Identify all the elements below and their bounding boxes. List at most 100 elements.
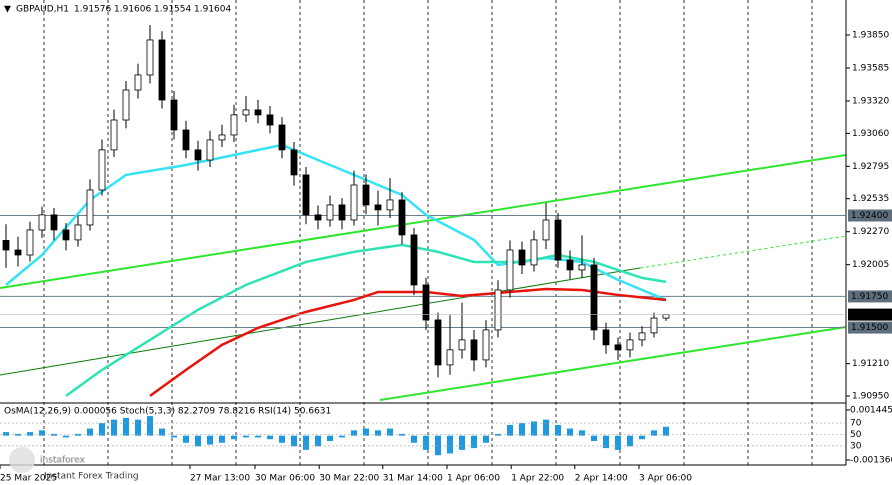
candle-body: [146, 39, 154, 76]
candle-body: [50, 214, 58, 231]
osma-bar: [351, 430, 357, 436]
header-low: 1.91554: [154, 5, 191, 15]
candle-body: [518, 249, 526, 266]
osma-bar: [483, 435, 489, 443]
osma-bar: [411, 435, 417, 443]
candle-body: [386, 199, 394, 211]
header-close: 1.91604: [194, 5, 231, 15]
candle-body: [458, 339, 466, 351]
osma-bar: [579, 430, 585, 436]
candle-body: [350, 184, 358, 221]
candle-body: [74, 224, 82, 241]
candle-body: [638, 332, 646, 341]
candle-body: [254, 109, 262, 116]
osma-bar: [231, 435, 237, 440]
osma-bar: [171, 435, 177, 438]
level-box: [848, 209, 892, 222]
header: GBPAUD,H1 1.91576 1.91606 1.91554 1.9160…: [16, 5, 231, 15]
osma-bar: [279, 435, 285, 443]
candle-body: [398, 199, 406, 236]
candle-body: [662, 314, 670, 319]
candle-body: [482, 329, 490, 361]
stoch-tick-label: 70: [850, 419, 862, 429]
osma-bar: [375, 430, 381, 436]
osma-bar: [207, 435, 213, 445]
candle-body: [554, 219, 562, 261]
osma-bar: [39, 430, 45, 436]
osma-bar: [603, 435, 609, 449]
candle-body: [110, 119, 118, 151]
osma-bar: [519, 423, 525, 436]
indicator-legend: OsMA(12,26,9) 0.000056 Stoch(5,3,3) 82.2…: [4, 407, 331, 417]
y-tick-label: 1.93585: [852, 63, 889, 73]
candle-body: [86, 189, 94, 226]
current-price-label: 1.91604: [851, 310, 888, 320]
candle-body: [170, 99, 178, 131]
osma-bar: [639, 435, 645, 440]
logo-name: instaforex: [40, 456, 85, 466]
osma-bar: [267, 435, 273, 440]
osma-bar: [591, 435, 597, 441]
osma-bar: [423, 435, 429, 450]
candle-body: [566, 259, 574, 271]
logo-icon: [9, 447, 35, 473]
candle-body: [326, 204, 334, 221]
candle-body: [218, 134, 226, 141]
osma-bar: [663, 426, 669, 436]
y-tick-label: 1.93850: [852, 30, 889, 40]
osma-bar: [111, 419, 117, 436]
channel-upper: [0, 154, 847, 289]
candle-body: [506, 249, 514, 291]
candle-body: [98, 149, 106, 191]
level-label: 1.91500: [851, 323, 888, 333]
moving-average: [149, 287, 667, 397]
level-box: [848, 321, 892, 334]
osma-bar: [627, 435, 633, 447]
osma-bar: [447, 435, 453, 454]
candle-body: [134, 74, 142, 91]
symbol: GBPAUD,H1: [16, 5, 69, 15]
osma-bar: [63, 435, 69, 438]
candle-body: [374, 204, 382, 211]
y-tick-label: 1.93060: [852, 129, 889, 139]
candle-body: [578, 264, 586, 271]
candle-body: [470, 339, 478, 361]
candle-body: [362, 184, 370, 206]
candle-body: [182, 129, 190, 151]
x-tick-label: 30 Mar 06:00: [255, 474, 315, 484]
osma-bar: [651, 430, 657, 436]
candle-body: [278, 124, 286, 151]
osma-bar: [99, 423, 105, 436]
osma-bar: [291, 435, 297, 447]
y-tick-label: 1.90950: [852, 392, 889, 402]
candle-body: [194, 149, 202, 161]
candle-body: [494, 289, 502, 331]
osma-bar: [183, 435, 189, 443]
candle-body: [434, 319, 442, 366]
osma-bar: [159, 428, 165, 436]
y-tick-label: 1.92005: [852, 260, 889, 270]
osma-bar: [339, 435, 345, 438]
osma-bar: [135, 419, 141, 436]
stoch-tick-label: 30: [850, 441, 862, 451]
candle-body: [602, 329, 610, 346]
dropdown-arrow[interactable]: ▼: [4, 5, 11, 15]
candle-body: [338, 204, 346, 221]
y-tick-label: 1.93320: [852, 96, 889, 106]
osc-tick-label: -0.001366: [850, 455, 892, 465]
candle-body: [542, 219, 550, 241]
candle-body: [314, 214, 322, 221]
candle-body: [422, 284, 430, 321]
osma-bar: [147, 416, 153, 436]
header-open: 1.91576: [74, 5, 111, 15]
osma-bar: [243, 435, 249, 438]
candle-body: [590, 264, 598, 331]
osma-bar: [255, 435, 261, 438]
osma-bar: [567, 428, 573, 436]
candle-body: [26, 229, 34, 256]
y-tick-label: 1.92270: [852, 227, 889, 237]
candle-body: [158, 39, 166, 101]
osc-tick-label: 0.001445: [850, 405, 892, 415]
